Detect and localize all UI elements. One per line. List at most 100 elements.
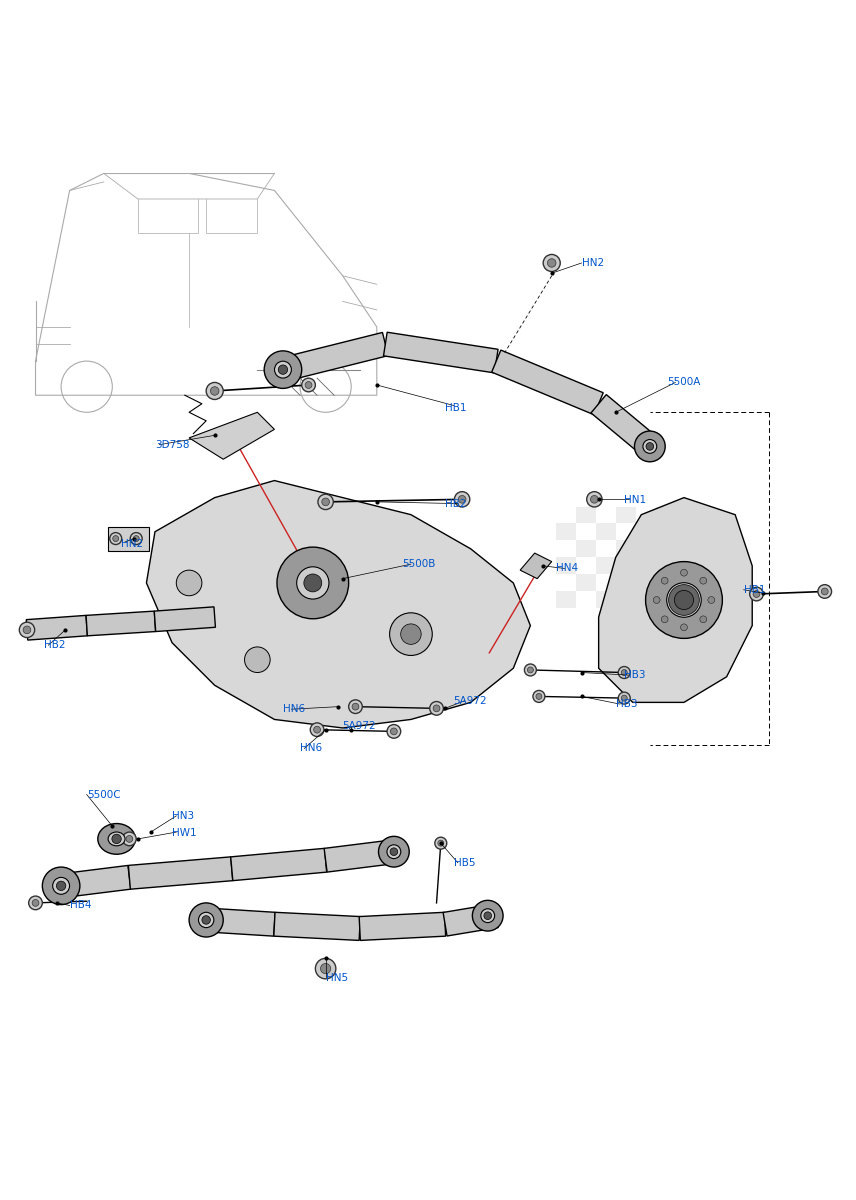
Bar — [636, 523, 656, 540]
Text: scuderia: scuderia — [232, 526, 419, 564]
Text: 5A972: 5A972 — [454, 696, 487, 706]
Bar — [576, 540, 596, 557]
Bar — [656, 540, 675, 557]
Ellipse shape — [199, 912, 214, 928]
Bar — [576, 575, 596, 592]
Text: 5A972: 5A972 — [342, 721, 377, 731]
Circle shape — [533, 690, 545, 702]
Bar — [615, 506, 636, 523]
Ellipse shape — [473, 900, 503, 931]
Ellipse shape — [667, 583, 701, 617]
Circle shape — [621, 695, 627, 701]
Polygon shape — [324, 840, 395, 872]
Circle shape — [112, 834, 122, 844]
Circle shape — [134, 535, 140, 541]
Ellipse shape — [297, 566, 329, 599]
Circle shape — [387, 725, 401, 738]
Circle shape — [390, 848, 398, 856]
Circle shape — [430, 702, 443, 715]
Bar — [556, 592, 576, 608]
Circle shape — [544, 254, 560, 271]
Circle shape — [126, 835, 133, 842]
Circle shape — [435, 838, 447, 850]
Circle shape — [305, 382, 312, 389]
Text: HN6: HN6 — [300, 743, 322, 752]
Ellipse shape — [645, 562, 722, 638]
Bar — [656, 506, 675, 523]
Polygon shape — [60, 865, 131, 898]
Circle shape — [536, 694, 542, 700]
Circle shape — [211, 386, 219, 395]
Circle shape — [700, 616, 707, 623]
Bar — [615, 540, 636, 557]
Circle shape — [278, 365, 288, 374]
Circle shape — [661, 577, 668, 584]
Circle shape — [822, 588, 828, 595]
Circle shape — [591, 496, 598, 503]
Circle shape — [110, 533, 122, 545]
Text: HB3: HB3 — [615, 700, 637, 709]
Circle shape — [653, 596, 660, 604]
Circle shape — [56, 881, 66, 890]
Circle shape — [245, 647, 270, 672]
Circle shape — [23, 626, 31, 634]
Circle shape — [33, 900, 39, 906]
Ellipse shape — [275, 361, 291, 378]
Circle shape — [700, 577, 707, 584]
Circle shape — [750, 587, 764, 601]
Circle shape — [390, 728, 397, 734]
Circle shape — [122, 832, 136, 846]
Text: HW1: HW1 — [172, 828, 197, 838]
Circle shape — [29, 896, 42, 910]
Text: HB2: HB2 — [44, 641, 66, 650]
Text: HB5: HB5 — [454, 858, 475, 868]
Polygon shape — [280, 332, 389, 382]
Polygon shape — [146, 480, 531, 728]
Circle shape — [437, 840, 443, 846]
Text: 5500A: 5500A — [667, 378, 700, 388]
Text: HN6: HN6 — [283, 704, 305, 714]
Polygon shape — [86, 611, 156, 636]
Polygon shape — [205, 908, 275, 936]
Circle shape — [548, 259, 556, 268]
Circle shape — [661, 616, 668, 623]
Bar — [556, 557, 576, 575]
Circle shape — [621, 670, 627, 676]
Circle shape — [315, 959, 336, 979]
Circle shape — [389, 613, 432, 655]
Circle shape — [304, 574, 322, 592]
Bar — [596, 523, 615, 540]
Bar — [636, 557, 656, 575]
Circle shape — [433, 704, 440, 712]
Text: HN2: HN2 — [121, 539, 143, 548]
Circle shape — [586, 492, 602, 506]
Polygon shape — [154, 607, 216, 631]
Text: 5500B: 5500B — [402, 559, 436, 569]
Circle shape — [618, 666, 630, 678]
Circle shape — [130, 533, 142, 545]
Bar — [656, 575, 675, 592]
Polygon shape — [360, 912, 446, 941]
Ellipse shape — [481, 908, 495, 923]
Circle shape — [708, 596, 715, 604]
Circle shape — [818, 584, 831, 599]
Polygon shape — [591, 395, 657, 456]
Polygon shape — [383, 332, 498, 373]
Ellipse shape — [189, 902, 223, 937]
Ellipse shape — [387, 845, 401, 859]
Circle shape — [348, 700, 362, 714]
Circle shape — [753, 590, 760, 598]
Circle shape — [301, 378, 315, 392]
Polygon shape — [274, 912, 360, 941]
Circle shape — [202, 916, 211, 924]
Ellipse shape — [643, 439, 657, 454]
Text: 5500C: 5500C — [86, 790, 121, 799]
Polygon shape — [443, 904, 498, 936]
Circle shape — [313, 726, 320, 733]
Circle shape — [455, 492, 470, 506]
Ellipse shape — [108, 832, 125, 846]
Circle shape — [20, 622, 34, 637]
Ellipse shape — [53, 877, 69, 894]
Ellipse shape — [265, 350, 301, 389]
Circle shape — [618, 692, 630, 704]
